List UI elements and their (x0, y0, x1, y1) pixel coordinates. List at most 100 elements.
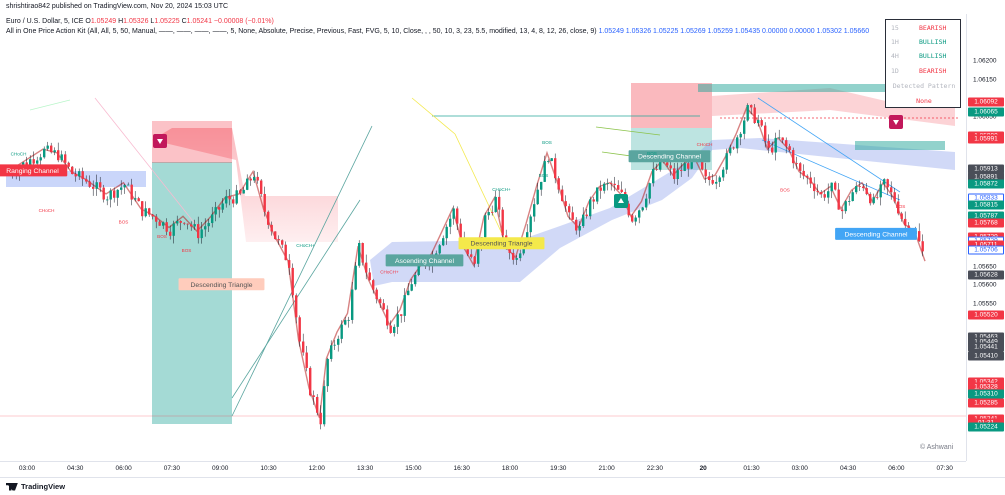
candle-body (711, 179, 714, 184)
candle (340, 320, 343, 344)
candle-body (680, 170, 683, 172)
sell-signal (153, 134, 167, 148)
candle-body (403, 295, 406, 316)
structure-label: CHoCH (697, 142, 713, 147)
candle (718, 175, 721, 188)
time-tick: 16:30 (453, 465, 470, 472)
candle (445, 224, 448, 245)
candle-body (302, 341, 305, 353)
price-axis[interactable]: 1.06200 1.06150 1.06050 1.05650 1.05600 1.055… (966, 14, 1005, 461)
candle-body (368, 272, 371, 281)
candle (165, 218, 168, 236)
tradingview-logo[interactable]: TradingView (6, 482, 65, 491)
candle (823, 190, 826, 201)
candle-body (848, 201, 851, 202)
candle-body (540, 181, 543, 190)
pattern-label-box (835, 227, 917, 240)
candle-body (106, 199, 109, 201)
candle (764, 122, 767, 148)
candle-body (204, 226, 207, 230)
candle-body (253, 176, 256, 181)
candle (473, 256, 476, 268)
candle-body (50, 145, 53, 153)
candle (127, 182, 130, 186)
candle (39, 153, 42, 165)
candle (781, 137, 784, 144)
candle (179, 220, 182, 231)
candle (295, 293, 298, 324)
candle (477, 246, 480, 268)
candle (46, 141, 49, 151)
candle-body (648, 183, 651, 199)
candle-body (183, 222, 186, 224)
candle (452, 205, 455, 225)
candle (869, 192, 872, 206)
pattern-label-box (458, 237, 545, 250)
candle (750, 104, 753, 115)
candle (708, 171, 711, 186)
candle-body (750, 105, 753, 108)
candle (564, 195, 567, 212)
pattern-label-box (628, 150, 711, 163)
candle (858, 180, 861, 191)
arrow-down-icon (157, 139, 163, 144)
candle-body (921, 241, 924, 252)
time-axis[interactable]: 03:00 04:30 06:00 07:30 09:00 10:30 12:00 13:30… (0, 461, 966, 477)
candle (344, 316, 347, 326)
candle-body (298, 317, 301, 342)
candle-body (260, 180, 263, 194)
candle (396, 306, 399, 335)
target-zone-green (152, 162, 232, 424)
candle-body (487, 212, 490, 216)
candle (274, 231, 277, 240)
candle-body (543, 161, 546, 182)
candle-body (872, 197, 875, 204)
candle (585, 209, 588, 219)
candle (592, 196, 595, 210)
candle (515, 255, 518, 266)
candle-body (739, 133, 742, 138)
candle (323, 380, 326, 427)
candle (281, 239, 284, 249)
candle-body (792, 150, 795, 164)
candle (176, 215, 179, 226)
copyright-text: © Ashwani (920, 444, 954, 451)
candle (172, 220, 175, 244)
pattern-label: Descending Triangle (178, 278, 265, 291)
indicator-line[interactable]: All in One Price Action Kit (All, All, 5… (6, 28, 869, 35)
price-chart[interactable]: Ranging Channel Ascending Channel Descendi… (0, 0, 966, 461)
candle-body (449, 218, 452, 227)
candle (886, 178, 889, 195)
candle-body (417, 265, 420, 275)
candle (333, 340, 336, 350)
candle-body (599, 187, 602, 191)
candle (113, 187, 116, 203)
candle (137, 196, 140, 202)
time-tick: 07:30 (163, 465, 181, 472)
structure-label: BOS (182, 248, 192, 253)
detected-pattern-caption: Detected Pattern (892, 82, 956, 90)
time-tick: 07:30 (936, 465, 953, 472)
time-tick: 06:00 (115, 465, 132, 472)
candle-body (120, 187, 123, 190)
candle (806, 174, 809, 185)
pattern-label-text: Ranging Channel (6, 168, 59, 175)
candle-body (435, 253, 438, 256)
mtf-state: BEARISH (919, 67, 947, 75)
candle (337, 335, 340, 352)
candle (872, 193, 875, 205)
price-tag: 1.05815 (968, 200, 1004, 210)
pattern-label-text: Descending Channel (638, 154, 702, 161)
time-tick: 22:30 (646, 465, 664, 472)
indicator-name: All in One Price Action Kit (All, All, 5… (6, 28, 597, 35)
mtf-trend-table: 15 BEARISH 1H BULLISH 4H BULLISH 1D BEAR… (885, 19, 961, 108)
candle-body (232, 199, 235, 204)
candle-body (704, 169, 707, 177)
candle (771, 141, 774, 155)
candle (106, 196, 109, 206)
candle-body (568, 206, 571, 213)
candle (288, 254, 291, 275)
supply-zone (855, 141, 945, 150)
candle-body (407, 290, 410, 296)
